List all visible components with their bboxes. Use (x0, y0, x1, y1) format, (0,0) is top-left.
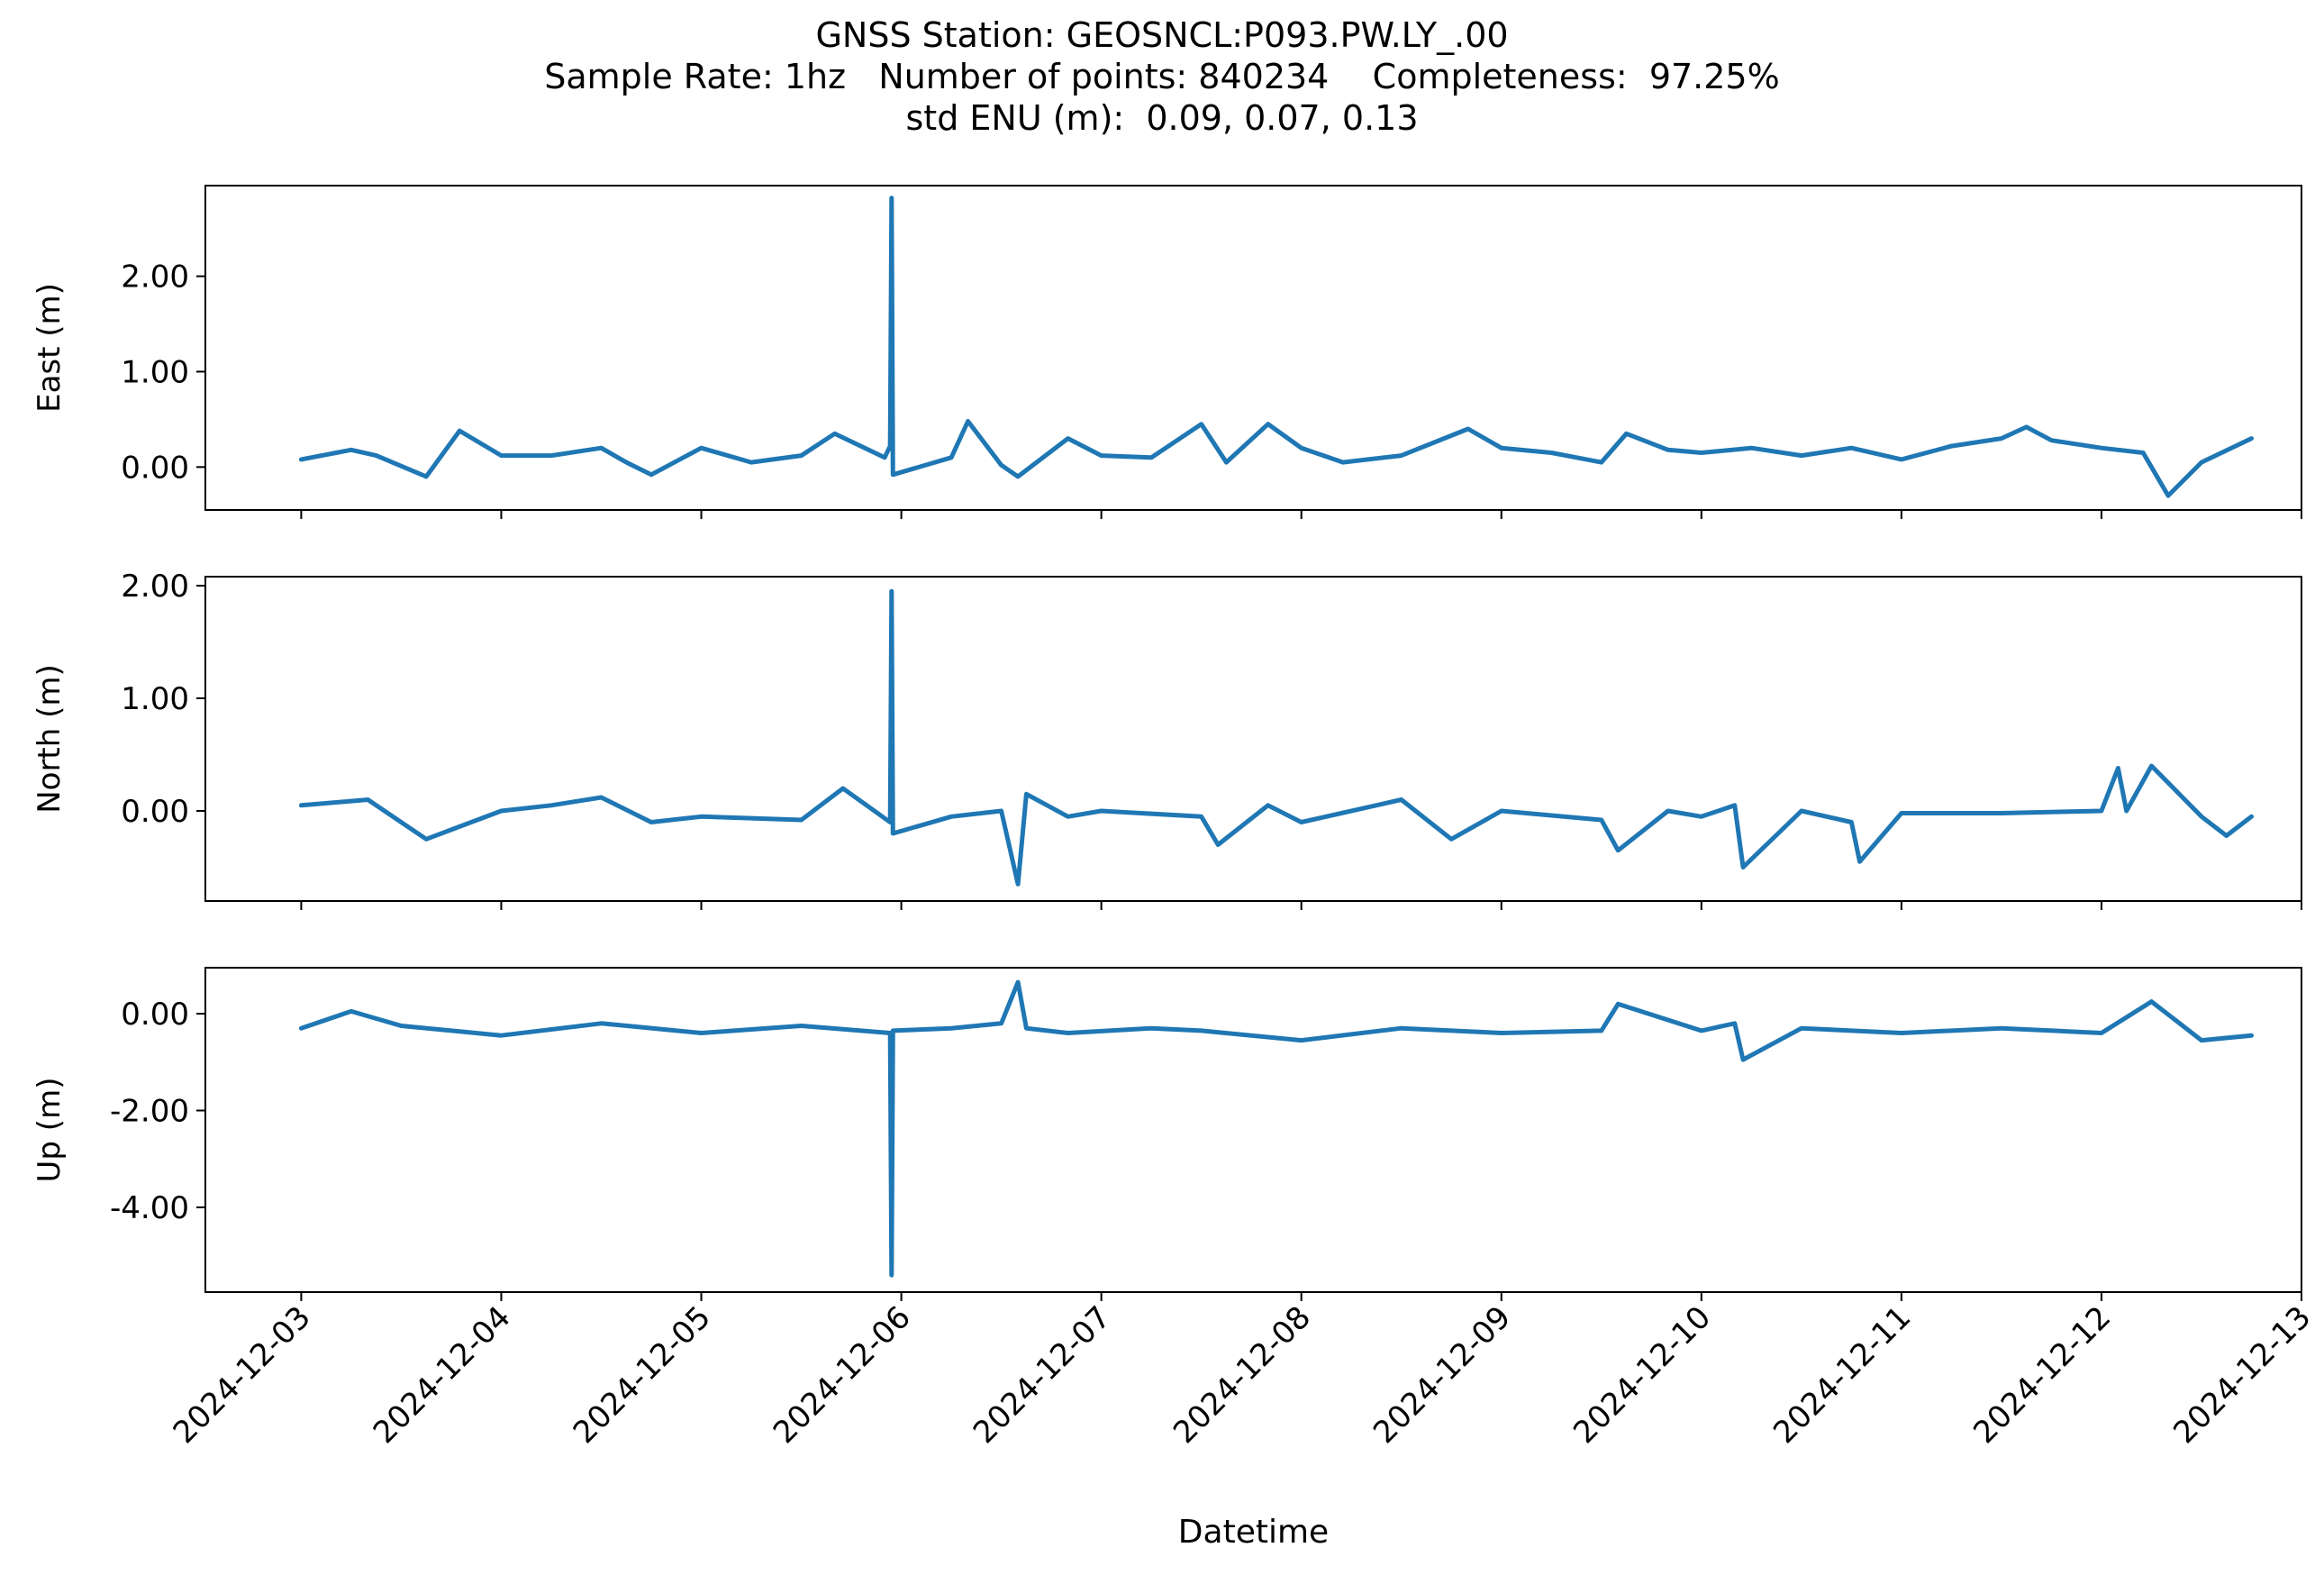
chart-title: GNSS Station: GEOSNCL:P093.PW.LY_.00 (815, 15, 1509, 55)
x-tick-label: 2024-12-11 (1766, 1299, 1918, 1451)
chart-subtitle-stats: Sample Rate: 1hz Number of points: 84023… (544, 57, 1780, 96)
x-tick-label: 2024-12-05 (567, 1299, 718, 1451)
y-tick-label: 2.00 (121, 259, 189, 296)
x-tick-label: 2024-12-07 (967, 1299, 1118, 1451)
plot-frame (204, 185, 2302, 511)
y-axis-label: North (m) (32, 664, 68, 814)
y-tick-label: 1.00 (121, 681, 189, 717)
x-tick-label: 2024-12-13 (2166, 1299, 2318, 1451)
y-tick-label: 1.00 (121, 354, 189, 390)
plot-frame (204, 967, 2302, 1293)
x-tick-label: 2024-12-04 (367, 1299, 518, 1451)
series-line (298, 588, 2254, 887)
x-tick-label: 2024-12-06 (767, 1299, 918, 1451)
y-tick-label: -2.00 (110, 1094, 189, 1130)
y-axis-label: East (m) (32, 283, 68, 413)
y-tick-label: 0.00 (121, 450, 189, 486)
y-tick-label: 2.00 (121, 569, 189, 605)
x-tick-label: 2024-12-03 (167, 1299, 318, 1451)
y-axis-label: Up (m) (32, 1078, 68, 1183)
x-tick-label: 2024-12-10 (1566, 1299, 1718, 1451)
y-tick-label: 0.00 (121, 997, 189, 1033)
plot-frame (204, 576, 2302, 902)
x-tick-label: 2024-12-08 (1167, 1299, 1318, 1451)
x-axis-label: Datetime (1178, 1514, 1329, 1551)
x-tick-label: 2024-12-09 (1366, 1299, 1518, 1451)
y-tick-label: -4.00 (110, 1190, 189, 1226)
series-line (298, 196, 2254, 498)
series-line (298, 979, 2254, 1278)
chart-subtitle-std: std ENU (m): 0.09, 0.07, 0.13 (905, 98, 1419, 138)
y-tick-label: 0.00 (121, 794, 189, 830)
x-tick-label: 2024-12-12 (1966, 1299, 2118, 1451)
